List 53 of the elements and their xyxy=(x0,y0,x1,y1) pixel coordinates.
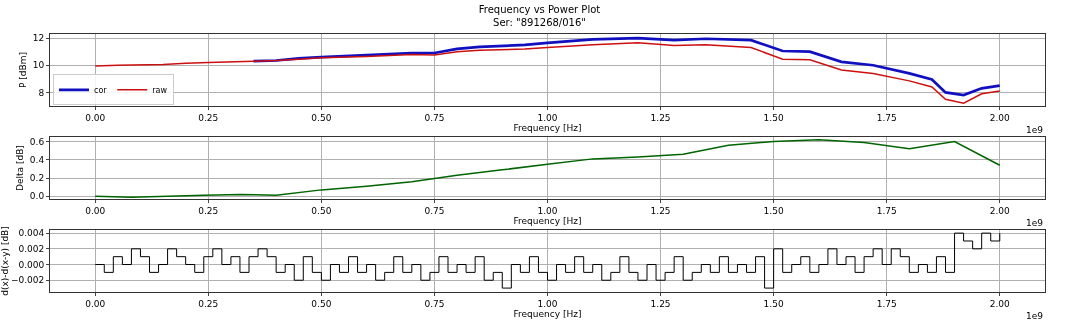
y-tick-label: 0.002 xyxy=(18,243,45,254)
x-tick-label: 1.50 xyxy=(763,112,784,123)
x-tick-label: 1.00 xyxy=(537,298,558,309)
x-tick-label: 1.00 xyxy=(537,205,558,216)
chart-title: Frequency vs Power Plot xyxy=(478,4,601,16)
x-tick-label: 1.75 xyxy=(876,205,897,216)
x-tick-label: 0.75 xyxy=(424,205,445,216)
x-tick-label: 0.50 xyxy=(311,298,332,309)
x-axis-title: Frequency [Hz] xyxy=(513,215,582,226)
chart-subtitle: Ser: "891268/016" xyxy=(493,17,586,29)
x-tick-label: 1.50 xyxy=(763,298,784,309)
x-tick-label: 0.50 xyxy=(311,112,332,123)
x-axis-title: Frequency [Hz] xyxy=(513,122,582,133)
x-tick-label: 0.75 xyxy=(424,298,445,309)
y-axis-title: Delta [dB] xyxy=(15,145,26,191)
x-tick-label: 0.00 xyxy=(85,298,106,309)
x-tick-label: 1.25 xyxy=(650,298,671,309)
y-tick-label: 0.4 xyxy=(29,154,45,165)
x-tick-label: 1.50 xyxy=(763,205,784,216)
text: 1e9 xyxy=(1026,125,1044,135)
legend-label: raw xyxy=(152,85,168,95)
text: 1e9 xyxy=(1026,311,1044,320)
x-tick-label: 1.75 xyxy=(876,298,897,309)
legend-label: cor xyxy=(93,85,108,95)
x-tick-label: 2.00 xyxy=(989,112,1011,123)
line-series xyxy=(94,42,1001,105)
y-axis-title: d(x)-d(x-y) [dB] xyxy=(0,226,10,296)
y-tick-label: 0.2 xyxy=(29,173,45,184)
y-tick-label: 10 xyxy=(32,60,45,71)
y-tick-label: 0.0 xyxy=(29,191,45,202)
y-tick-label: 8 xyxy=(38,87,45,98)
x-tick-label: 1.00 xyxy=(537,112,558,123)
y-tick-label: −0.002 xyxy=(10,275,45,286)
x-tick-label: 2.00 xyxy=(989,205,1011,216)
y-axis-title: P [dBm] xyxy=(18,52,29,88)
text: 1e9 xyxy=(1026,218,1044,228)
y-tick-label: 12 xyxy=(32,33,45,44)
x-tick-label: 0.25 xyxy=(198,298,219,309)
x-axis-title: Frequency [Hz] xyxy=(513,308,582,319)
line-series xyxy=(94,138,1001,198)
x-tick-label: 1.25 xyxy=(650,112,671,123)
y-tick-label: 0.000 xyxy=(18,259,45,270)
x-tick-label: 2.00 xyxy=(989,298,1011,309)
x-tick-label: 0.25 xyxy=(198,205,219,216)
x-tick-label: 0.50 xyxy=(311,205,332,216)
x-tick-label: 1.25 xyxy=(650,205,671,216)
y-tick-label: 0.6 xyxy=(29,136,45,147)
y-tick-label: 0.004 xyxy=(18,228,45,239)
x-tick-label: 0.00 xyxy=(85,112,106,123)
x-tick-label: 0.75 xyxy=(424,112,445,123)
x-tick-label: 0.25 xyxy=(198,112,219,123)
x-tick-label: 1.75 xyxy=(876,112,897,123)
x-tick-label: 0.00 xyxy=(85,205,106,216)
